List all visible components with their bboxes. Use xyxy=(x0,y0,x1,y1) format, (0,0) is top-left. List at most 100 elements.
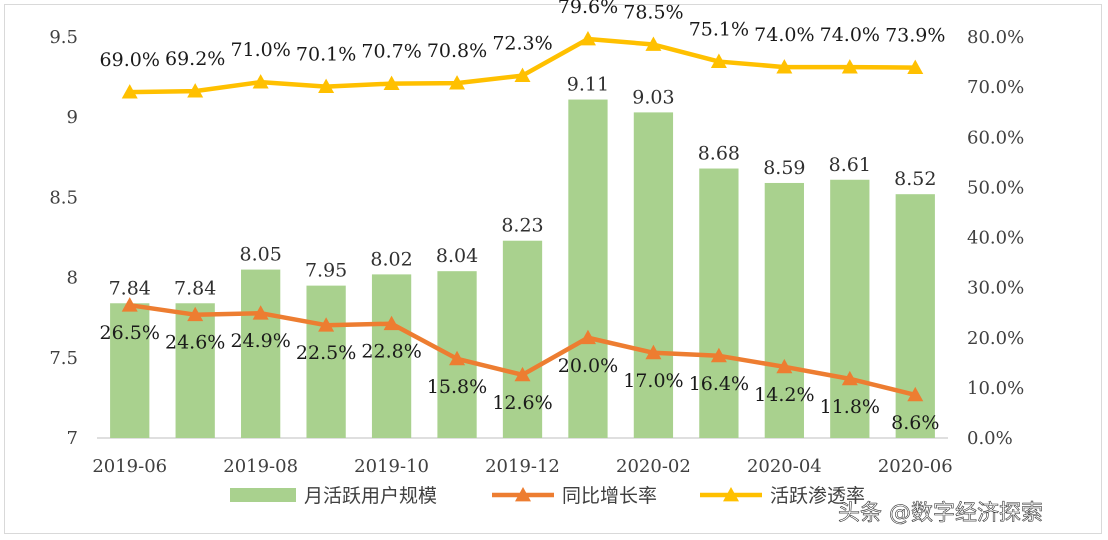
growth-rate-marker xyxy=(318,317,335,332)
bar-data-label: 7.84 xyxy=(109,277,151,299)
growth-rate-marker xyxy=(710,347,727,363)
x-tick-label: 2020-06 xyxy=(878,456,953,477)
growth-rate-marker xyxy=(514,366,531,382)
penetration-data-label: 74.0% xyxy=(754,24,814,46)
bar xyxy=(306,285,346,438)
y-right-tick-label: 0.0% xyxy=(967,428,1013,449)
growth-rate-data-label: 17.0% xyxy=(623,370,683,392)
legend-marker-growth xyxy=(515,487,531,502)
bar xyxy=(175,303,215,438)
bar-data-label: 9.03 xyxy=(632,86,674,108)
penetration-data-label: 71.0% xyxy=(230,39,290,61)
growth-rate-marker xyxy=(449,350,466,366)
growth-rate-marker xyxy=(383,315,400,331)
growth-rate-data-label: 22.8% xyxy=(361,341,421,363)
growth-rate-marker xyxy=(776,358,793,374)
x-tick-label: 2019-06 xyxy=(92,456,167,477)
bar-data-label: 7.95 xyxy=(305,260,347,282)
x-tick-label: 2020-04 xyxy=(747,456,822,477)
penetration-data-label: 78.5% xyxy=(623,2,683,24)
penetration-marker xyxy=(252,74,269,89)
bar-data-label: 8.68 xyxy=(698,143,740,165)
growth-rate-data-label: 26.5% xyxy=(100,322,160,344)
bar-data-label: 8.52 xyxy=(894,168,936,190)
legend-label-bar: 月活跃用户规模 xyxy=(304,485,437,507)
x-tick-label: 2019-10 xyxy=(354,456,429,477)
penetration-marker xyxy=(514,67,531,82)
growth-rate-marker xyxy=(121,297,138,312)
y-right-tick-label: 70.0% xyxy=(967,77,1024,98)
y-left-tick-label: 9 xyxy=(67,107,78,128)
y-right-tick-label: 50.0% xyxy=(967,177,1024,198)
growth-rate-data-label: 24.6% xyxy=(165,332,225,354)
growth-rate-data-label: 8.6% xyxy=(891,412,939,434)
y-right-tick-label: 80.0% xyxy=(967,27,1024,48)
growth-rate-data-label: 14.2% xyxy=(754,384,814,406)
penetration-data-label: 75.1% xyxy=(689,19,749,41)
y-right-tick-label: 60.0% xyxy=(967,127,1024,148)
x-tick-label: 2019-12 xyxy=(485,456,560,477)
legend-label-penetration: 活跃渗透率 xyxy=(770,485,865,507)
growth-rate-marker xyxy=(579,329,596,345)
bar-data-label: 8.23 xyxy=(501,215,543,237)
penetration-data-label: 74.0% xyxy=(820,24,880,46)
y-left-tick-label: 7.5 xyxy=(49,348,78,369)
penetration-data-label: 79.6% xyxy=(558,0,618,18)
y-right-tick-label: 10.0% xyxy=(967,378,1024,399)
growth-rate-data-label: 12.6% xyxy=(492,392,552,414)
bar xyxy=(371,274,412,438)
penetration-marker xyxy=(318,78,335,94)
growth-rate-data-label: 16.4% xyxy=(689,373,749,395)
bar-data-label: 7.84 xyxy=(174,277,216,299)
growth-rate-marker xyxy=(841,370,858,386)
growth-rate-marker xyxy=(252,305,269,320)
y-left-tick-label: 8 xyxy=(67,268,78,289)
bar-data-label: 8.61 xyxy=(829,154,871,176)
x-tick-label: 2020-02 xyxy=(616,456,691,477)
penetration-marker xyxy=(907,59,924,74)
growth-rate-marker xyxy=(907,386,924,402)
chart-frame xyxy=(4,4,1102,534)
bar-data-label: 9.11 xyxy=(567,74,609,96)
penetration-marker xyxy=(449,75,466,90)
penetration-marker xyxy=(841,59,858,74)
penetration-marker xyxy=(645,36,662,51)
penetration-data-label: 69.0% xyxy=(100,49,160,71)
penetration-marker xyxy=(383,75,400,91)
growth-rate-data-label: 24.9% xyxy=(230,330,290,352)
legend-swatch-bar xyxy=(230,488,296,502)
bar xyxy=(241,269,281,438)
legend-marker-penetration xyxy=(723,487,739,502)
penetration-data-label: 70.7% xyxy=(361,41,421,63)
penetration-data-label: 70.1% xyxy=(296,44,356,66)
x-tick-label: 2019-08 xyxy=(223,456,298,477)
bar xyxy=(699,168,739,438)
bar-data-label: 8.05 xyxy=(239,244,281,266)
watermark-text: 头条 @数字经济探索 xyxy=(838,501,1043,526)
penetration-data-label: 73.9% xyxy=(885,25,945,47)
growth-rate-data-label: 15.8% xyxy=(427,376,487,398)
growth-rate-marker xyxy=(645,344,662,360)
y-left-tick-label: 8.5 xyxy=(49,187,78,208)
y-left-tick-label: 7 xyxy=(67,428,78,449)
bar xyxy=(895,194,935,438)
legend-label-growth: 同比增长率 xyxy=(562,485,657,507)
penetration-marker xyxy=(187,83,204,98)
growth-rate-data-label: 22.5% xyxy=(296,342,356,364)
growth-rate-data-label: 20.0% xyxy=(558,355,618,377)
y-right-tick-label: 20.0% xyxy=(967,328,1024,349)
bar-data-label: 8.04 xyxy=(436,245,478,267)
penetration-marker xyxy=(710,53,727,68)
bar xyxy=(633,112,674,438)
growth-rate-data-label: 11.8% xyxy=(820,396,880,418)
bar xyxy=(568,99,608,438)
y-right-tick-label: 40.0% xyxy=(967,228,1024,249)
bar xyxy=(502,240,543,438)
penetration-marker xyxy=(579,31,596,46)
bar-data-label: 8.02 xyxy=(370,248,412,270)
penetration-marker xyxy=(121,84,138,99)
penetration-data-label: 70.8% xyxy=(427,40,487,62)
penetration-marker xyxy=(776,59,793,74)
y-right-tick-label: 30.0% xyxy=(967,278,1024,299)
